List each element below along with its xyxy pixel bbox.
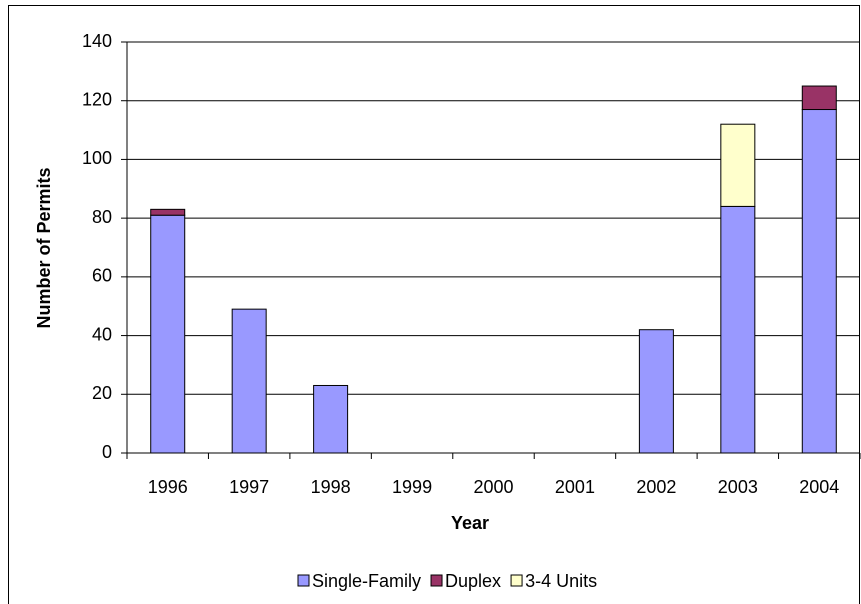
y-tick-label: 0 [102, 442, 112, 462]
bar-segment [150, 214, 186, 454]
legend-label: Duplex [445, 571, 501, 591]
x-tick-label: 2003 [718, 477, 758, 497]
y-tick-label: 100 [82, 148, 112, 168]
legend-swatch [430, 574, 443, 587]
y-tick-label: 20 [92, 383, 112, 403]
bar-segment [720, 123, 756, 207]
legend-label: 3-4 Units [525, 571, 597, 591]
x-tick-label: 1999 [392, 477, 432, 497]
x-tick-label: 1996 [148, 477, 188, 497]
bar-segment [801, 85, 837, 111]
legend-label: Single-Family [312, 571, 421, 591]
y-tick-label: 40 [92, 324, 112, 344]
y-tick-label: 60 [92, 266, 112, 286]
chart-frame [8, 5, 860, 604]
x-tick-label: 1997 [229, 477, 269, 497]
legend-swatch [297, 574, 310, 587]
legend-swatch [510, 574, 523, 587]
x-tick-label: 2002 [636, 477, 676, 497]
x-tick-label: 1998 [311, 477, 351, 497]
bar-segment [638, 329, 674, 454]
x-tick-label: 2000 [473, 477, 513, 497]
y-tick-label: 140 [82, 31, 112, 51]
y-axis-label: Number of Permits [34, 167, 54, 328]
bar-segment [231, 308, 267, 454]
x-axis-label: Year [451, 513, 489, 533]
x-tick-label: 2004 [799, 477, 839, 497]
bar-segment [150, 208, 186, 216]
bar-segment [720, 205, 756, 454]
bar-segment [313, 384, 349, 454]
bar-segment [801, 109, 837, 454]
y-tick-label: 120 [82, 89, 112, 109]
x-tick-label: 2001 [555, 477, 595, 497]
y-tick-label: 80 [92, 207, 112, 227]
